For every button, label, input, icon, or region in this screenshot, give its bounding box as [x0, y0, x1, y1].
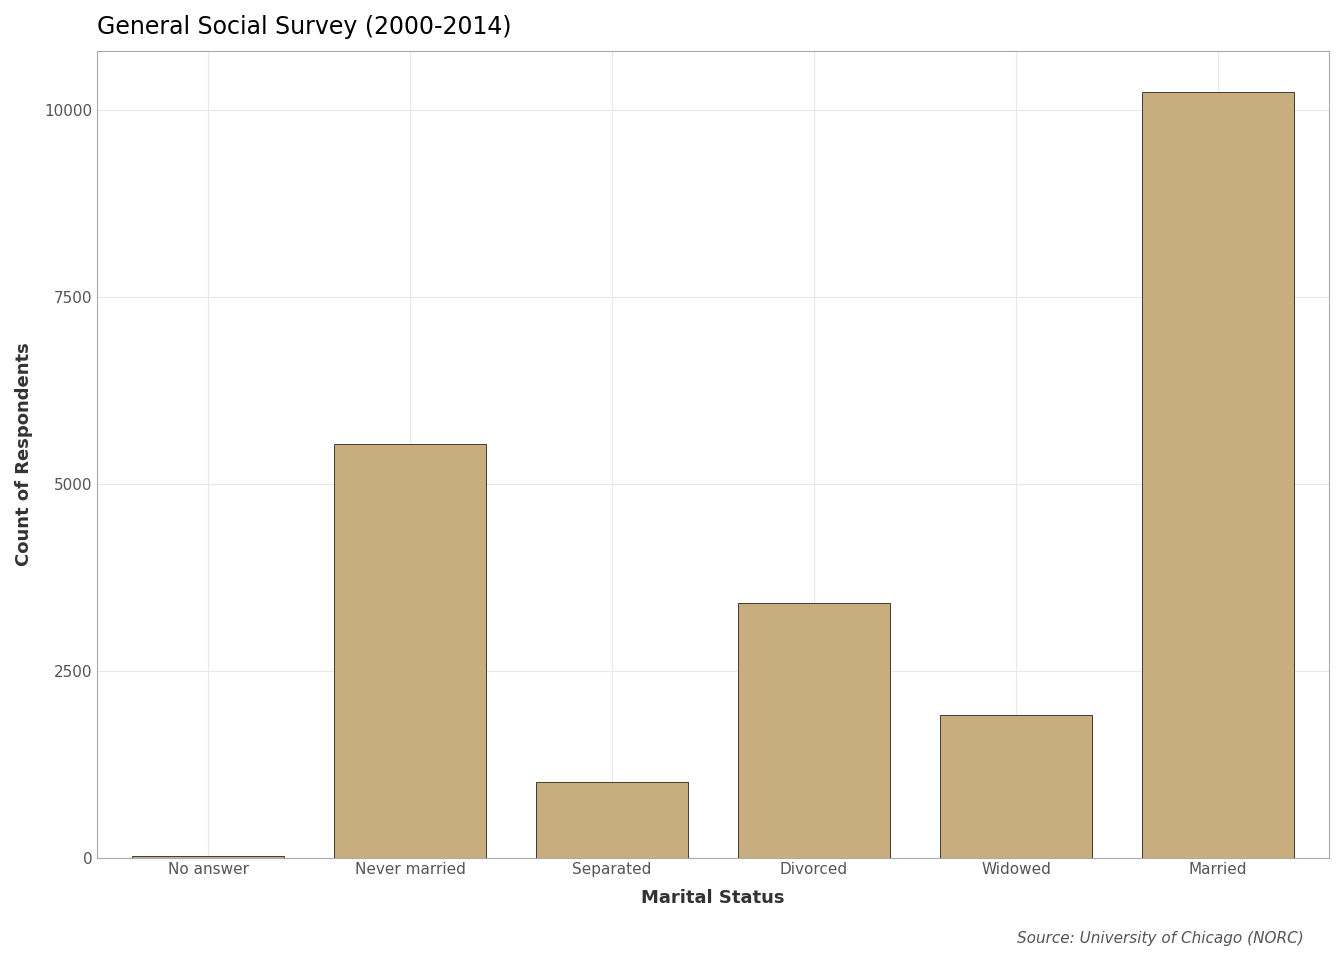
Bar [133, 856, 284, 857]
Text: Source: University of Chicago (NORC): Source: University of Chicago (NORC) [1017, 930, 1304, 946]
Bar [1142, 91, 1294, 857]
Text: General Social Survey (2000-2014): General Social Survey (2000-2014) [97, 15, 512, 39]
X-axis label: Marital Status: Marital Status [641, 889, 785, 906]
Bar [738, 603, 890, 857]
Bar [536, 782, 688, 857]
Bar [335, 444, 485, 857]
Bar [941, 715, 1091, 857]
Y-axis label: Count of Respondents: Count of Respondents [15, 343, 34, 566]
